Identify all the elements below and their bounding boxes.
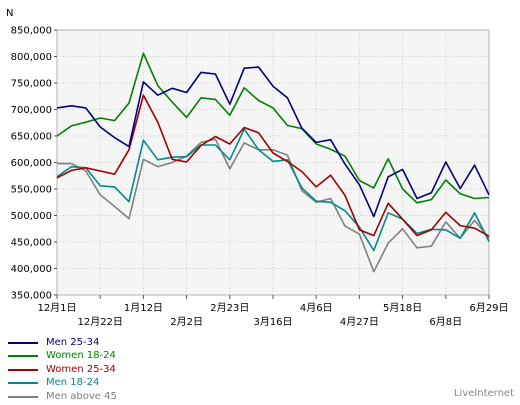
credit-text: LiveInternet	[453, 388, 514, 399]
y-tick-label: 350,000	[11, 291, 52, 302]
legend-label: Men 18-24	[46, 377, 100, 389]
legend: Men 25-34 Women 18-24 Women 25-34 Men 18-24…	[8, 336, 117, 404]
legend-item-men-above-45: Men above 45	[8, 390, 117, 404]
x-tick-label: 12月22日	[77, 316, 122, 328]
x-tick-label: 1月12日	[124, 302, 163, 314]
x-tick-label: 4月6日	[300, 302, 333, 314]
y-tick-label: 650,000	[11, 132, 52, 143]
x-tick-label: 2月2日	[170, 316, 203, 328]
legend-item-women-25-34: Women 25-34	[8, 363, 117, 377]
legend-swatch	[8, 382, 38, 385]
legend-item-men-25-34: Men 25-34	[8, 336, 117, 350]
y-tick-label: 800,000	[11, 52, 52, 63]
y-tick-label: 750,000	[11, 79, 52, 90]
series-line-men-18-24	[56, 128, 490, 252]
y-tick-label: 450,000	[11, 238, 52, 249]
x-tick-label: 5月18日	[383, 302, 422, 314]
y-axis-label: N	[6, 8, 13, 19]
legend-swatch	[8, 341, 38, 344]
x-tick-label: 12月1日	[37, 302, 76, 314]
series-line-men-25-34	[56, 66, 490, 218]
series-line-women-25-34	[56, 94, 490, 237]
x-tick-label: 2月23日	[210, 302, 249, 314]
y-tick-label: 850,000	[11, 26, 52, 37]
legend-item-men-18-24: Men 18-24	[8, 377, 117, 391]
legend-item-women-18-24: Women 18-24	[8, 350, 117, 364]
legend-swatch	[8, 355, 38, 358]
x-tick-label: 6月8日	[429, 316, 462, 328]
legend-swatch	[8, 395, 38, 398]
legend-label: Women 18-24	[46, 350, 116, 362]
x-tick-label: 6月29日	[469, 302, 508, 314]
y-tick-label: 400,000	[11, 264, 52, 275]
series-layer	[56, 52, 490, 273]
y-axis: 850,000 800,000 750,000 700,000 650,000 600,0…	[11, 26, 57, 302]
legend-label: Men 25-34	[46, 336, 100, 348]
legend-label: Men above 45	[46, 390, 117, 402]
series-line-women-18-24	[56, 52, 490, 204]
line-chart: 850,000 800,000 750,000 700,000 650,000 600,0…	[6, 8, 509, 328]
y-tick-label: 500,000	[11, 211, 52, 222]
series-line-men-above-45	[57, 138, 490, 273]
y-tick-label: 600,000	[11, 158, 52, 169]
legend-label: Women 25-34	[46, 363, 116, 375]
x-axis: 12月1日 1月12日 2月23日 4月6日 5月18日 6月29日 12月22日 2月2日 3…	[37, 295, 509, 328]
y-tick-label: 550,000	[11, 185, 52, 196]
x-tick-label: 4月27日	[340, 316, 379, 328]
x-tick-label: 3月16日	[253, 316, 292, 328]
legend-swatch	[8, 368, 38, 371]
y-tick-label: 700,000	[11, 105, 52, 116]
